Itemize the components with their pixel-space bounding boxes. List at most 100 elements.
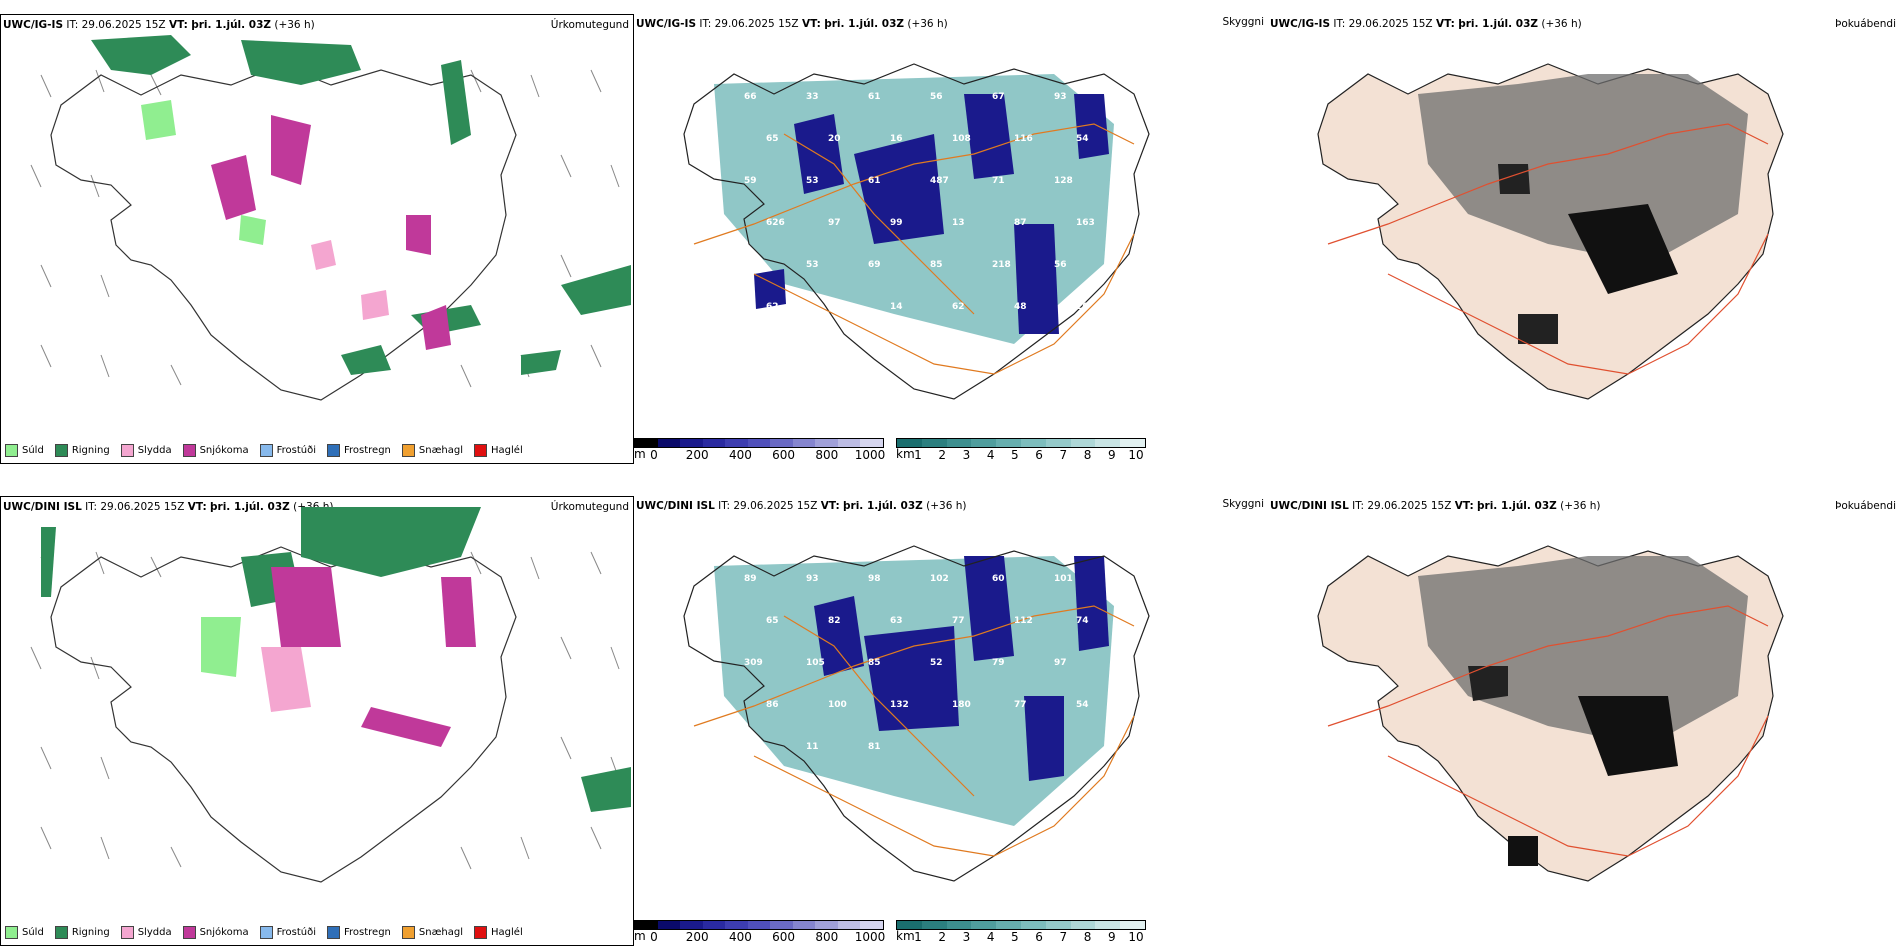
vt-value: þri. 1.júl. 03Z (824, 18, 905, 30)
panel-title-cloud: Skyggni (1222, 16, 1265, 28)
colorbar-segment (996, 921, 1021, 929)
cloud-map: 66 33 61 56 67 93 65 20 16 108 116 54 59 53 61 487 71 128… (683, 63, 1150, 400)
cloud-base-label: 100 (828, 700, 847, 710)
legend-label: Snæhagl (418, 927, 464, 938)
panel-title-cloud: Skyggni (1222, 498, 1265, 510)
legend-item: Rigning (54, 926, 110, 939)
colorbar-tick: 1000 (854, 448, 886, 462)
sleet-areas (261, 647, 311, 712)
cloud-base-label: 60 (992, 574, 1005, 584)
colorbar-segment (1045, 921, 1071, 929)
colorbar-tick: 600 (772, 930, 796, 944)
fog-map (1317, 545, 1784, 882)
colorbar-tick: 8 (1083, 448, 1092, 462)
legend-swatch (259, 444, 273, 457)
colorbar-tick: 200 (685, 448, 709, 462)
legend-item: Snæhagl (401, 444, 463, 457)
legend-item: Snjókoma (182, 926, 249, 939)
colorbar-segment (1120, 439, 1145, 447)
cloud-base-colorbar: 0 200 400 600 800 1000 m (634, 438, 886, 462)
cloud-base-label: 33 (806, 92, 819, 102)
cloud-base-label: 13 (952, 218, 965, 228)
visibility-bar (896, 438, 1146, 448)
colorbar-segment (680, 921, 703, 929)
cloud-base-label: 163 (1076, 218, 1095, 228)
cloud-base-areas (754, 94, 1109, 334)
cloud-base-label: 77 (1014, 700, 1027, 710)
cloud-base-label: 626 (766, 218, 785, 228)
roads (693, 605, 1135, 857)
cloud-base-label: 487 (930, 176, 949, 186)
cloud-base-label: 54 (1076, 700, 1089, 710)
colorbar-tick: 400 (728, 930, 752, 944)
legend-item: Slydda (120, 444, 172, 457)
colorbar-segment (897, 439, 922, 447)
colorbar-tick: 9 (1107, 448, 1116, 462)
precip-panel-bottom: UWC/DINI ISL IT: 29.06.2025 15Z VT: þri.… (0, 496, 634, 946)
visibility-ticks: 1 2 3 4 5 6 7 8 9 10 (896, 930, 1146, 944)
legend-swatch (54, 926, 68, 939)
lead-time: (+36 h) (1541, 18, 1582, 30)
legend-label: Súld (22, 445, 44, 456)
legend-item: Frostúði (259, 926, 316, 939)
panel-header: UWC/IG-IS IT: 29.06.2025 15Z VT: þri. 1.… (636, 18, 948, 30)
panel-header: UWC/IG-IS IT: 29.06.2025 15Z VT: þri. 1.… (1270, 18, 1582, 30)
cloud-base-label: 128 (1054, 176, 1073, 186)
vt-value: þri. 1.júl. 03Z (1458, 18, 1539, 30)
precip-legend: Súld Rigning Slydda Snjókoma Frostúði Fr… (5, 444, 523, 457)
cloud-base-bar (634, 920, 884, 930)
legend-item: Slydda (120, 926, 172, 939)
cloud-base-label: 66 (744, 92, 757, 102)
cloud-base-label: 79 (992, 658, 1005, 668)
cloud-base-label: 71 (992, 176, 1005, 186)
legend-swatch (120, 444, 134, 457)
snow-areas (211, 115, 451, 350)
panel-header: UWC/DINI ISL IT: 29.06.2025 15Z VT: þri.… (1270, 500, 1600, 512)
colorbar-segment (921, 439, 947, 447)
colorbar-tick: 1 (914, 448, 922, 462)
cloud-base-label: 81 (868, 742, 881, 752)
wind-barbs (30, 69, 620, 388)
colorbar-tick: 4 (986, 930, 995, 944)
cloud-base-unit: m (634, 447, 646, 461)
colorbar-segment (815, 921, 838, 929)
legend-item: Haglél (474, 444, 523, 457)
colorbar-segment (897, 921, 922, 929)
cloud-base-label: 85 (868, 658, 881, 668)
cloud-base-label: 62 (952, 302, 965, 312)
legend-item: Haglél (474, 926, 523, 939)
it-label: IT: (718, 500, 731, 512)
legend-item: Snæhagl (401, 926, 464, 939)
colorbar-tick: 3 (962, 930, 971, 944)
cloud-base-label: 132 (890, 700, 909, 710)
cloud-base-ticks: 0 200 400 600 800 1000 (634, 448, 886, 462)
colorbar-tick: 400 (728, 448, 752, 462)
colorbar-tick: 9 (1107, 930, 1116, 944)
colorbar-segment (1020, 439, 1046, 447)
cloud-base-label: 48 (1014, 302, 1027, 312)
iceland-coast (683, 63, 1150, 400)
cloud-base-label: 108 (952, 134, 971, 144)
precip-legend: Súld Rigning Slydda Snjókoma Frostúði Fr… (5, 926, 523, 939)
panel-title-fog: Þokuábendi (1835, 500, 1896, 512)
cloud-base-label: 61 (868, 92, 881, 102)
visibility-colorbar: 1 2 3 4 5 6 7 8 9 10 km (896, 920, 1146, 944)
colorbar-tick: 5 (1011, 448, 1019, 462)
cloud-base-label: 97 (828, 218, 841, 228)
drizzle-areas (201, 617, 241, 677)
legend-label: Haglél (491, 445, 523, 456)
cloud-base-label: 102 (930, 574, 949, 584)
legend-label: Slydda (137, 445, 172, 456)
cloud-base-label: 117 (744, 344, 763, 354)
cloud-base-label: 218 (992, 260, 1011, 270)
colorbar-segment (725, 921, 748, 929)
colorbar-segment (792, 921, 816, 929)
cloud-base-label: 69 (868, 260, 881, 270)
it-label: IT: (85, 501, 98, 513)
colorbar-tick: 3 (962, 448, 971, 462)
colorbar-tick: 1000 (854, 930, 886, 944)
cloud-base-label: 56 (930, 92, 943, 102)
legend-label: Rigning (71, 445, 110, 456)
legend-swatch (54, 444, 68, 457)
cloud-base-colorbar: 0 200 400 600 800 1000 m (634, 920, 886, 944)
